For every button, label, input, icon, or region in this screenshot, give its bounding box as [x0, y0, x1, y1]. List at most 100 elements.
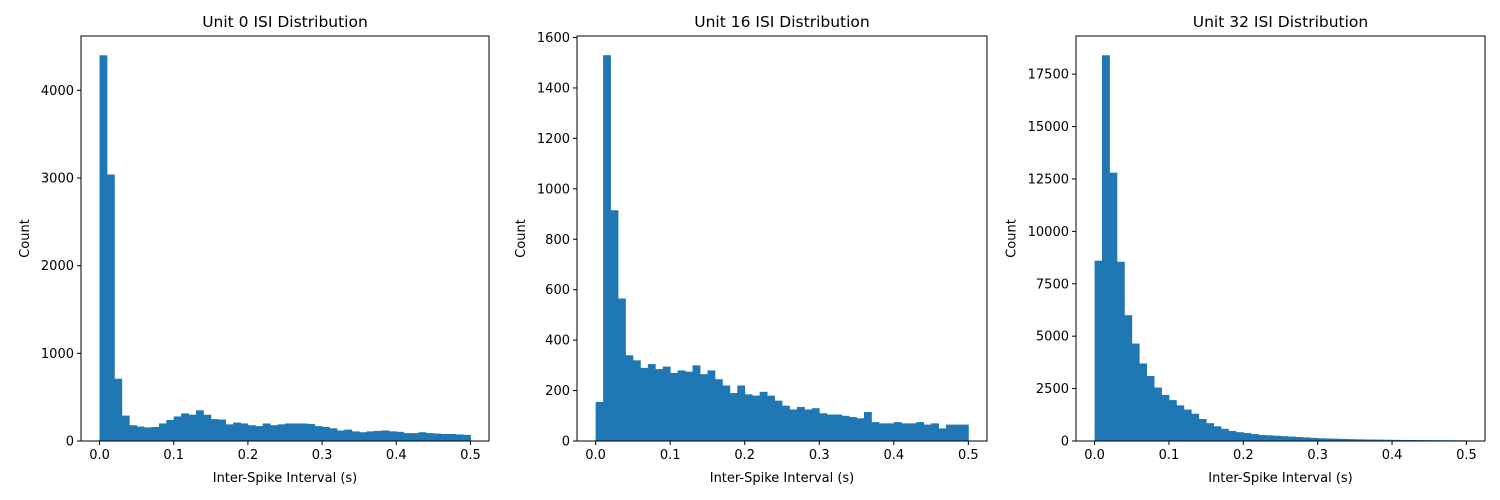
- histogram-bar: [173, 416, 182, 441]
- histogram-bar: [403, 433, 412, 441]
- histogram-bar: [299, 423, 308, 441]
- y-axis-label: Count: [18, 219, 33, 258]
- histogram-bar: [960, 424, 969, 441]
- x-tick-label: 0.5: [460, 448, 481, 463]
- histogram-bar: [1287, 436, 1296, 441]
- histogram-bar: [841, 415, 850, 441]
- histogram-bar: [344, 429, 353, 441]
- histogram-bar: [411, 433, 419, 441]
- histogram-bar: [1354, 439, 1363, 441]
- chart-panel-0: 0.0 0.1 0.2 0.3 0.4 0.5 0 1000 2000 3000 4000 Unit …: [18, 13, 490, 486]
- histogram-bar: [1168, 400, 1177, 441]
- histogram-bar: [1302, 437, 1311, 441]
- x-tick-label: 0.3: [809, 448, 830, 463]
- histogram-bar: [1176, 405, 1185, 441]
- histogram-bar: [210, 419, 219, 441]
- histogram-bar: [714, 379, 723, 441]
- histogram-bar: [1317, 438, 1326, 441]
- histogram-bar: [1295, 437, 1304, 441]
- histogram-bar: [270, 425, 278, 441]
- histogram-bar: [1146, 376, 1155, 441]
- histogram-bar: [366, 431, 375, 441]
- histogram-bar: [314, 426, 323, 441]
- x-tick-label: 0.1: [660, 448, 681, 463]
- histogram-bar: [195, 410, 204, 441]
- y-tick-label: 7500: [1036, 277, 1069, 292]
- histogram-bar: [1191, 413, 1200, 441]
- y-tick-label: 2000: [41, 259, 74, 274]
- histogram-bar: [240, 423, 249, 441]
- y-tick-label: 0: [1061, 435, 1069, 450]
- y-axis-label: Count: [1005, 219, 1020, 258]
- histogram-bar: [448, 433, 457, 441]
- histogram-bar: [1198, 418, 1207, 441]
- histogram-bar: [292, 423, 301, 441]
- y-tick-label: 1000: [41, 347, 74, 362]
- chart-panel-2: 0.0 0.1 0.2 0.3 0.4 0.5 0 2500 5000 7500 10000 1250…: [1005, 13, 1486, 486]
- axes-frame: [80, 35, 490, 442]
- histogram-bar: [277, 424, 286, 441]
- histogram-bar: [662, 366, 671, 441]
- x-axis-label: Inter-Spike Interval (s): [1208, 471, 1353, 486]
- histogram-bar: [1206, 423, 1214, 441]
- histogram-bar: [1347, 439, 1356, 441]
- y-tick-label: 1400: [537, 81, 570, 96]
- histogram-bar: [632, 360, 641, 441]
- histogram-bar: [440, 433, 449, 441]
- histogram-bar: [729, 393, 738, 441]
- y-tick-label: 12500: [1028, 172, 1069, 187]
- y-tick-label: 1200: [537, 132, 570, 147]
- histogram-bar: [856, 418, 865, 441]
- histogram-bar: [901, 423, 910, 441]
- histogram-bar: [381, 430, 390, 441]
- histogram-bar: [1183, 409, 1192, 441]
- histogram-bar: [1325, 438, 1333, 441]
- histogram-bar: [677, 370, 686, 441]
- histogram-bar: [158, 423, 167, 441]
- histogram-bar: [129, 425, 138, 441]
- histogram-bar: [1213, 426, 1222, 441]
- histogram-bar: [1280, 436, 1289, 441]
- histogram-bar: [700, 374, 708, 441]
- histogram-bar: [610, 210, 619, 441]
- chart-title: Unit 32 ISI Distribution: [1193, 13, 1368, 31]
- x-tick-label: 0.0: [585, 448, 606, 463]
- histogram-bar: [834, 414, 843, 441]
- x-tick-label: 0.3: [1307, 448, 1328, 463]
- x-tick-label: 0.3: [312, 448, 333, 463]
- histogram-bar: [1102, 55, 1110, 441]
- histogram-bar: [1339, 438, 1348, 441]
- y-tick-label: 600: [545, 283, 570, 298]
- histogram-bar: [1273, 435, 1281, 441]
- chart-title: Unit 16 ISI Distribution: [694, 13, 869, 31]
- x-tick-label: 0.1: [1159, 448, 1180, 463]
- histogram-bar: [351, 431, 360, 441]
- histogram-bar: [782, 405, 790, 441]
- histogram-bar: [916, 422, 925, 441]
- histogram-bar: [1406, 439, 1415, 441]
- histogram-bar: [1369, 439, 1378, 441]
- histogram-bar: [744, 394, 753, 441]
- histogram-bar: [114, 378, 123, 441]
- histogram-bar: [455, 434, 464, 441]
- histogram-bar: [418, 432, 427, 441]
- histogram-bar: [329, 428, 338, 441]
- histogram-bar: [849, 417, 857, 441]
- histogram-bar: [1161, 394, 1170, 441]
- histogram-bar: [374, 430, 382, 441]
- histogram-bar: [886, 423, 895, 441]
- histogram-bar: [1384, 439, 1393, 441]
- histogram-bar: [425, 433, 434, 441]
- histogram-bar: [247, 425, 256, 441]
- histogram-bar: [819, 413, 828, 441]
- chart-title: Unit 0 ISI Distribution: [202, 13, 368, 31]
- x-tick-label: 0.4: [386, 448, 407, 463]
- histogram-bar: [707, 370, 716, 441]
- histogram-bar: [255, 426, 264, 441]
- histogram-bar: [1362, 439, 1371, 441]
- histogram-bar: [1116, 261, 1125, 441]
- y-tick-label: 17500: [1028, 68, 1069, 83]
- histogram-bar: [1392, 439, 1400, 441]
